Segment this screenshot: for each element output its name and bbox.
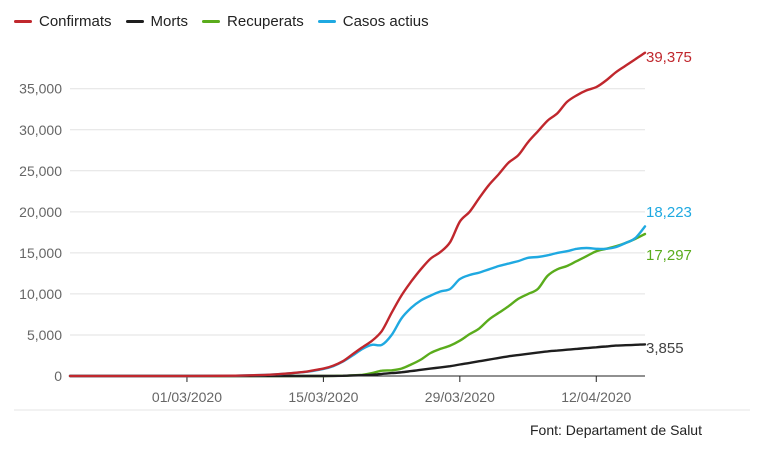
legend-swatch-casos-actius	[317, 20, 336, 23]
series-line-casos-actius	[68, 225, 647, 378]
end-value-label-casos-actius: 18,223	[646, 204, 692, 221]
y-tick-label: 35,000	[19, 81, 62, 97]
legend-swatch-recuperats	[202, 20, 221, 23]
source-note: Font: Departament de Salut	[530, 422, 702, 438]
legend-label-confirmats: Confirmats	[39, 13, 112, 30]
chart-legend: Confirmats Morts Recuperats Casos actius	[14, 13, 443, 30]
legend-item-morts: Morts	[125, 13, 189, 30]
series-line-morts	[68, 343, 647, 378]
legend-swatch-confirmats	[14, 20, 32, 23]
end-value-label-morts: 3,855	[646, 340, 684, 357]
x-tick-label: 12/04/2020	[561, 389, 631, 405]
end-value-label-confirmats: 39,375	[646, 49, 692, 66]
legend-label-morts: Morts	[150, 13, 189, 30]
y-tick-label: 20,000	[19, 204, 62, 220]
legend-label-casos-actius: Casos actius	[342, 13, 429, 30]
legend-item-recuperats: Recuperats	[202, 13, 304, 30]
y-tick-label: 25,000	[19, 163, 62, 179]
series-line-recuperats	[68, 232, 647, 378]
legend-label-recuperats: Recuperats	[227, 13, 304, 30]
y-tick-label: 5,000	[27, 327, 62, 343]
y-tick-label: 0	[54, 368, 62, 384]
legend-swatch-morts	[125, 20, 144, 23]
legend-item-confirmats: Confirmats	[14, 13, 112, 30]
y-tick-label: 10,000	[19, 286, 62, 302]
legend-item-casos-actius: Casos actius	[317, 13, 429, 30]
y-tick-label: 30,000	[19, 122, 62, 138]
end-value-label-recuperats: 17,297	[646, 247, 692, 264]
x-tick-label: 15/03/2020	[288, 389, 358, 405]
x-tick-label: 29/03/2020	[425, 389, 495, 405]
series-line-confirmats	[68, 51, 647, 378]
x-tick-label: 01/03/2020	[152, 389, 222, 405]
y-tick-label: 15,000	[19, 245, 62, 261]
